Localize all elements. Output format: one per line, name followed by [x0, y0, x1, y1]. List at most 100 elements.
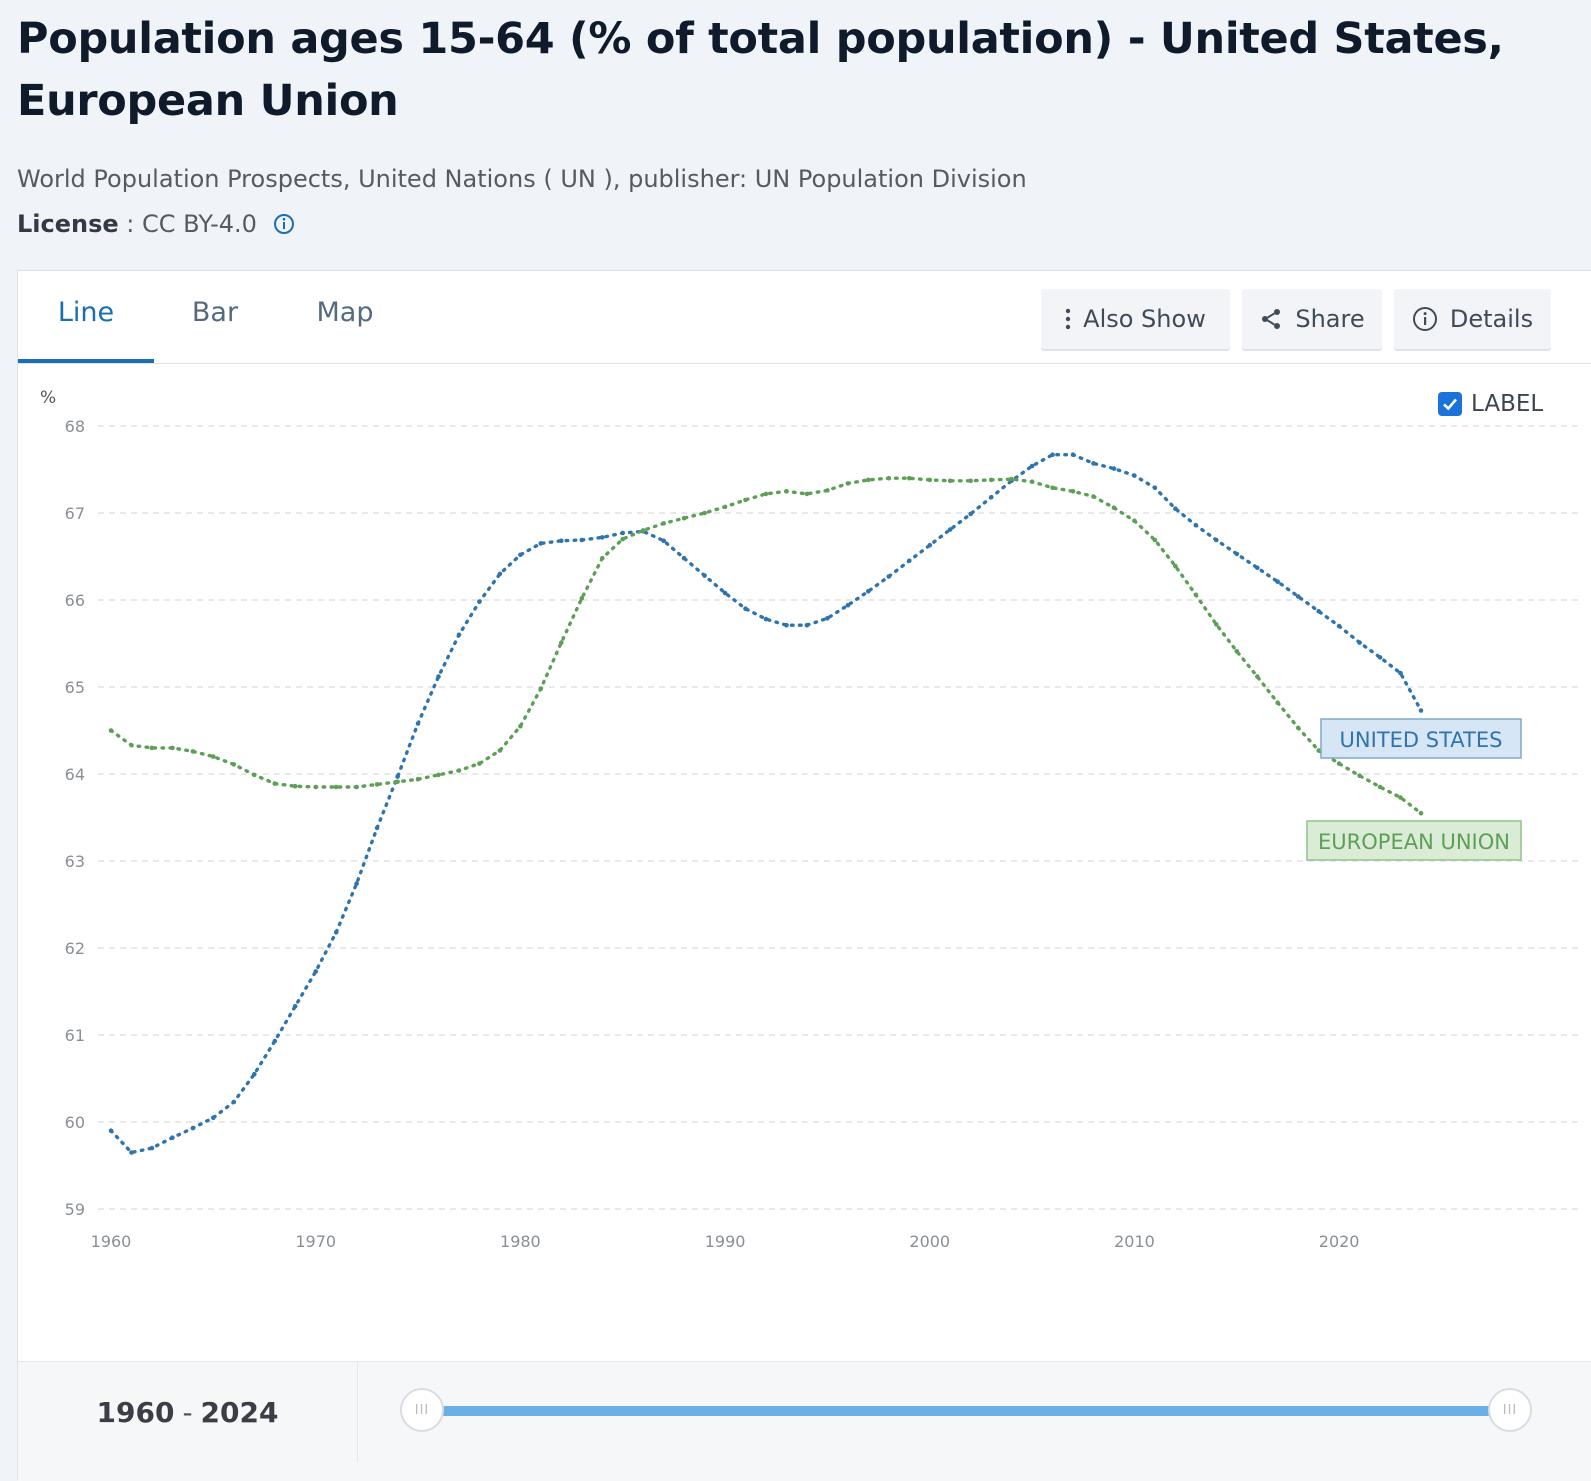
data-point-eu-2018 [1295, 725, 1301, 731]
data-point-eu-1980 [518, 723, 523, 729]
data-point-eu-2020 [1336, 761, 1342, 766]
data-point-us-1991 [743, 606, 748, 611]
data-point-eu-2000 [927, 477, 933, 483]
data-point-eu-1992 [763, 491, 769, 497]
range-separator: - [182, 1395, 193, 1429]
data-point-us-2024 [1418, 708, 1424, 713]
y-tick-label-67: 67 [65, 504, 85, 523]
year-range: 1960 - 2024 [18, 1362, 358, 1462]
also-show-button[interactable]: Also Show [1041, 289, 1230, 349]
tab-line[interactable]: Line [18, 271, 154, 363]
data-point-us-2016 [1255, 565, 1260, 571]
details-button[interactable]: Details [1394, 289, 1551, 349]
data-point-us-1998 [886, 574, 892, 579]
info-icon[interactable] [273, 213, 295, 235]
data-point-us-2015 [1234, 551, 1240, 557]
data-point-eu-2011 [1152, 537, 1158, 543]
data-point-eu-2010 [1132, 518, 1137, 524]
data-point-us-2021 [1357, 640, 1362, 645]
data-point-eu-1961 [129, 743, 134, 748]
data-point-us-1968 [272, 1038, 278, 1044]
y-tick-label-61: 61 [65, 1026, 85, 1045]
data-point-us-1973 [374, 825, 380, 831]
y-tick-label-60: 60 [65, 1113, 85, 1132]
series-label-us-text: UNITED STATES [1340, 728, 1503, 752]
data-point-eu-1997 [866, 477, 871, 483]
series-label-eu: EUROPEAN UNION [1306, 820, 1522, 861]
share-button[interactable]: Share [1242, 289, 1382, 349]
tab-map[interactable]: Map [316, 297, 374, 328]
data-point-eu-1965 [211, 754, 216, 759]
license-value: CC BY-4.0 [142, 210, 257, 238]
data-point-us-1970 [313, 969, 319, 974]
data-point-eu-2002 [968, 478, 973, 484]
series-line-us [109, 452, 1423, 1155]
data-point-us-2000 [927, 542, 933, 548]
data-point-eu-2003 [988, 477, 994, 483]
data-point-eu-2024 [1418, 810, 1424, 816]
y-tick-label-68: 68 [65, 417, 85, 436]
data-point-us-1980 [518, 552, 523, 558]
data-point-us-1966 [231, 1099, 237, 1105]
tab-bar[interactable]: Bar [191, 297, 239, 328]
y-axis-unit: % [40, 388, 56, 408]
x-tick-label-2000: 2000 [909, 1232, 950, 1251]
data-point-eu-1987 [661, 521, 666, 526]
label-checkbox[interactable] [1438, 392, 1462, 416]
y-tick-label-65: 65 [65, 678, 85, 697]
data-point-eu-1996 [845, 481, 851, 486]
range-end-handle[interactable]: III [1488, 1388, 1532, 1432]
y-tick-label-64: 64 [65, 765, 85, 784]
data-point-eu-1985 [620, 536, 625, 542]
checkmark-icon [1443, 398, 1457, 411]
data-point-eu-1993 [784, 489, 789, 494]
data-point-us-1995 [825, 616, 830, 621]
data-point-eu-2021 [1357, 773, 1362, 778]
data-point-eu-1991 [743, 497, 748, 503]
data-point-us-2014 [1214, 537, 1219, 543]
series-label-us: UNITED STATES [1320, 718, 1522, 759]
range-slider-track[interactable] [423, 1406, 1508, 1416]
data-point-eu-1981 [538, 686, 544, 691]
label-toggle[interactable]: LABEL [1438, 391, 1543, 417]
data-point-eu-1998 [886, 475, 892, 481]
data-point-us-1987 [661, 538, 666, 544]
data-point-us-1994 [804, 622, 810, 628]
x-tick-label-2010: 2010 [1114, 1232, 1155, 1251]
data-point-eu-2005 [1029, 479, 1035, 484]
data-point-us-1990 [722, 590, 728, 596]
data-point-us-1988 [681, 555, 687, 561]
data-point-us-2012 [1173, 506, 1178, 511]
data-point-us-1981 [538, 541, 544, 546]
data-point-us-1967 [252, 1071, 257, 1077]
data-point-eu-1960 [108, 728, 114, 733]
page-title: Population ages 15-64 (% of total popula… [17, 14, 1504, 126]
data-point-us-2017 [1275, 579, 1280, 584]
data-point-eu-2004 [1009, 476, 1014, 482]
data-point-us-2010 [1132, 473, 1137, 478]
also-show-label: Also Show [1083, 305, 1206, 333]
data-point-eu-1971 [333, 784, 339, 790]
data-point-eu-2009 [1111, 505, 1117, 511]
data-point-us-1969 [292, 1004, 298, 1009]
data-point-eu-1990 [722, 504, 728, 510]
info-circle-icon [1412, 307, 1437, 331]
data-point-us-2002 [968, 511, 973, 517]
series-label-eu-text: EUROPEAN UNION [1318, 830, 1510, 854]
data-point-us-2009 [1111, 466, 1117, 471]
data-point-us-2020 [1336, 623, 1342, 629]
data-point-eu-1968 [272, 781, 278, 786]
data-point-us-1992 [763, 616, 769, 622]
data-source: World Population Prospects, United Natio… [17, 165, 1027, 193]
data-point-us-2001 [947, 527, 953, 532]
data-point-us-1982 [559, 538, 564, 544]
data-point-eu-1982 [559, 640, 564, 645]
x-tick-label-1970: 1970 [295, 1232, 336, 1251]
share-icon [1262, 309, 1281, 329]
chart-tabs: Line Bar Map Also Show Share Details [18, 271, 1591, 364]
data-point-us-1996 [845, 602, 851, 608]
chart-card: Line Bar Map Also Show Share Details % 59… [17, 270, 1591, 1481]
data-point-eu-2017 [1275, 700, 1280, 705]
y-tick-label-62: 62 [65, 939, 85, 958]
range-start-handle[interactable]: III [400, 1388, 444, 1432]
